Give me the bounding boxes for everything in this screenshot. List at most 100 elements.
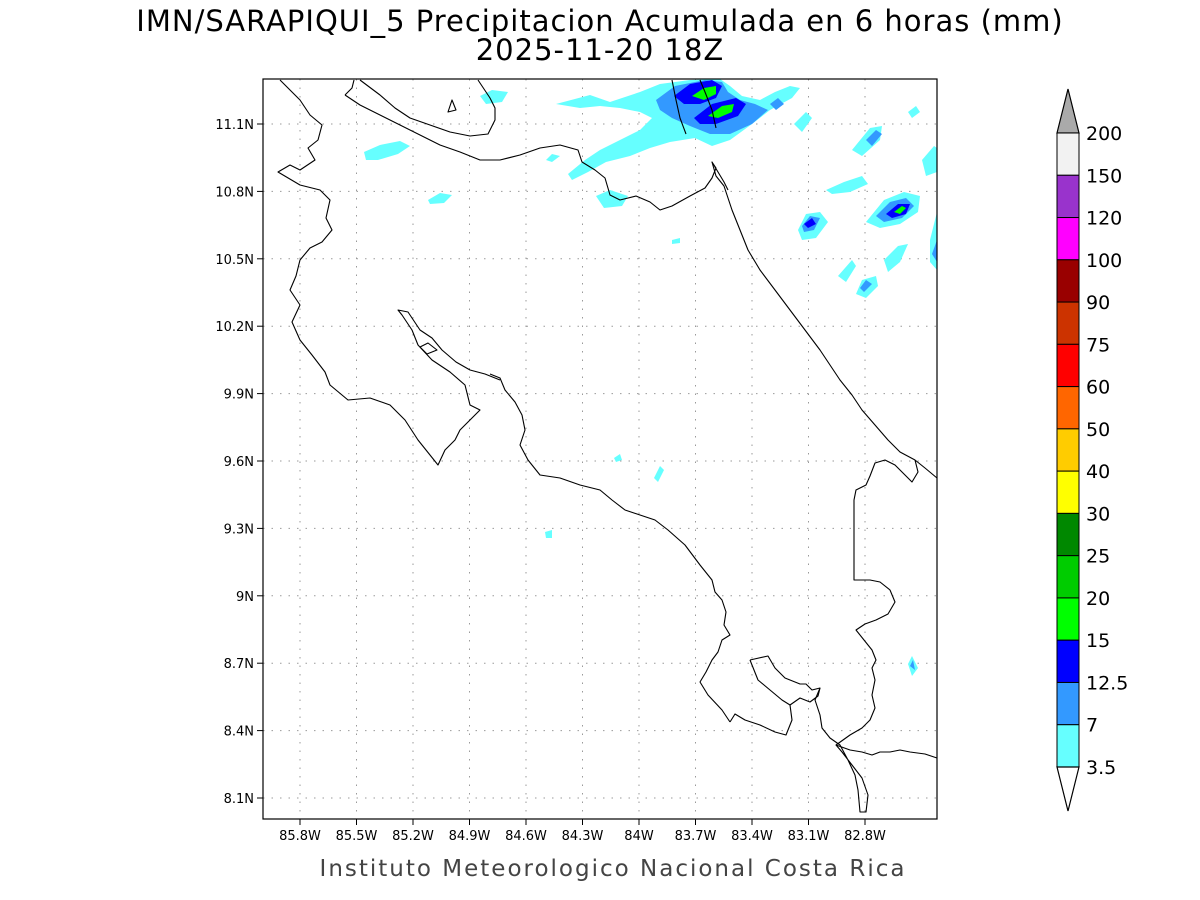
pacific-coastline-south bbox=[489, 373, 731, 723]
precip-green-area bbox=[894, 206, 906, 214]
longitude-tick-label: 84.9W bbox=[449, 829, 491, 844]
colorbar-swatch bbox=[1056, 470, 1080, 514]
nicoya-gulf-island bbox=[419, 342, 438, 355]
figure-title: IMN/SARAPIQUI_5 Precipitacion Acumulada … bbox=[136, 4, 1063, 38]
precip-cyan-area bbox=[596, 190, 628, 208]
precip-cyan-area bbox=[838, 260, 856, 282]
latitude-tick-label: 11.1N bbox=[215, 118, 254, 133]
colorbar-level-label: 60 bbox=[1086, 377, 1110, 399]
colorbar-level-label: 30 bbox=[1086, 503, 1110, 525]
colorbar-level-label: 15 bbox=[1086, 630, 1110, 652]
longitude-tick-label: 84.6W bbox=[505, 829, 547, 844]
colorbar-level-label: 50 bbox=[1086, 419, 1110, 441]
nicaragua-costa-rica-border bbox=[344, 94, 729, 211]
precip-cyan-area bbox=[546, 154, 560, 162]
coastlines-and-borders bbox=[277, 79, 938, 813]
colorbar-swatch bbox=[1056, 132, 1080, 176]
longitude-tick-label: 83.7W bbox=[675, 829, 717, 844]
pacific-coastline-north bbox=[277, 79, 501, 466]
latitude-tick-label: 8.4N bbox=[224, 725, 254, 740]
latitude-tick-label: 8.7N bbox=[224, 657, 254, 672]
burica-coastline bbox=[814, 459, 938, 813]
colorbar-swatch bbox=[1056, 343, 1080, 388]
longitude-tick-label: 85.5W bbox=[336, 829, 378, 844]
precip-cyan-area bbox=[672, 238, 680, 244]
longitude-tick-label: 84W bbox=[624, 829, 654, 844]
latitude-tick-label: 9.9N bbox=[224, 388, 254, 403]
colorbar-level-label: 40 bbox=[1086, 461, 1110, 483]
latitude-tick-label: 10.8N bbox=[215, 185, 254, 200]
precip-cyan-area bbox=[614, 454, 622, 462]
latitude-tick-label: 9N bbox=[236, 590, 254, 605]
colorbar-level-label: 20 bbox=[1086, 588, 1110, 610]
colorbar-swatch bbox=[1056, 259, 1080, 303]
costa-rica-panama-border-south bbox=[835, 744, 938, 759]
colorbar-swatch bbox=[1056, 174, 1080, 219]
precip-blue-area bbox=[804, 218, 816, 228]
colorbar-swatch bbox=[1056, 681, 1080, 726]
colorbar-swatch bbox=[1056, 555, 1080, 599]
precip-light-blue-area bbox=[910, 660, 915, 670]
colorbar-swatch bbox=[1056, 217, 1080, 261]
precip-cyan-area bbox=[654, 466, 664, 482]
colorbar-swatch bbox=[1056, 512, 1080, 557]
colorbar-swatch bbox=[1056, 597, 1080, 641]
latitude-tick-label: 9.6N bbox=[224, 455, 254, 470]
longitude-tick-label: 83.4W bbox=[731, 829, 773, 844]
precip-cyan-area bbox=[545, 530, 552, 538]
colorbar-top-arrow bbox=[1056, 88, 1080, 134]
colorbar-swatch bbox=[1056, 639, 1080, 683]
precipitation-colorbar: 200 150 120 100 90 75 60 50 40 30 25 20 15 12.5 7 3.5 bbox=[1056, 88, 1128, 812]
precip-light-blue-area bbox=[860, 280, 872, 292]
longitude-tick-label: 82.8W bbox=[844, 829, 886, 844]
map-panel: 85.8W 85.5W 85.2W 84.9W 84.6W 84.3W 84W 83.7W 83… bbox=[215, 78, 938, 844]
colorbar-swatch bbox=[1056, 724, 1080, 768]
precipitation-field bbox=[364, 79, 937, 676]
colorbar-level-label: 90 bbox=[1086, 292, 1110, 314]
precip-green-area bbox=[692, 86, 716, 100]
precip-cyan-area bbox=[922, 146, 937, 176]
precip-light-blue-area bbox=[866, 130, 882, 146]
caribbean-coastline bbox=[711, 161, 916, 461]
latitude-tick-label: 8.1N bbox=[224, 792, 254, 807]
precip-cyan-area bbox=[428, 193, 452, 204]
colorbar-level-label: 3.5 bbox=[1086, 757, 1116, 779]
colorbar-level-label: 120 bbox=[1086, 208, 1122, 230]
lake-nicaragua-shore bbox=[359, 79, 496, 137]
precip-cyan-area bbox=[884, 244, 908, 272]
precip-cyan-area bbox=[794, 112, 812, 132]
longitude-tick-label: 85.8W bbox=[279, 829, 321, 844]
colorbar-level-label: 25 bbox=[1086, 546, 1110, 568]
nicaragua-pacific-coast bbox=[344, 79, 355, 96]
colorbar-level-label: 200 bbox=[1086, 123, 1122, 145]
precip-light-blue-area bbox=[770, 98, 784, 110]
latitude-tick-label: 9.3N bbox=[224, 522, 254, 537]
colorbar-level-label: 100 bbox=[1086, 250, 1122, 272]
figure-subtitle-date: 2025-11-20 18Z bbox=[476, 33, 725, 67]
colorbar-level-label: 12.5 bbox=[1086, 672, 1128, 694]
colorbar-swatch bbox=[1056, 428, 1080, 472]
longitude-tick-label: 83.1W bbox=[788, 829, 830, 844]
lake-island bbox=[447, 99, 457, 113]
precip-cyan-area bbox=[826, 176, 868, 194]
precip-cyan-area bbox=[364, 141, 410, 160]
precip-light-blue-area bbox=[932, 240, 937, 262]
longitude-tick-label: 85.2W bbox=[392, 829, 434, 844]
precip-cyan-area bbox=[908, 106, 920, 118]
osa-inner-coast bbox=[749, 659, 791, 706]
latitude-tick-label: 10.5N bbox=[215, 253, 254, 268]
credit-text: Instituto Meteorologico Nacional Costa R… bbox=[320, 856, 907, 882]
longitude-tick-label: 84.3W bbox=[562, 829, 604, 844]
colorbar-swatch bbox=[1056, 301, 1080, 345]
colorbar-level-label: 150 bbox=[1086, 165, 1122, 187]
colorbar-level-label: 7 bbox=[1086, 715, 1098, 737]
colorbar-bottom-arrow bbox=[1056, 766, 1080, 812]
san-juan-river-border bbox=[671, 79, 687, 135]
colorbar-swatch bbox=[1056, 386, 1080, 430]
latitude-axis: 11.1N 10.8N 10.5N 10.2N 9.9N 9.6N 9.3N 9N 8.7N 8.… bbox=[215, 118, 263, 807]
precip-green-area bbox=[708, 104, 734, 118]
latitude-tick-label: 10.2N bbox=[215, 320, 254, 335]
osa-peninsula bbox=[729, 655, 821, 736]
longitude-axis: 85.8W 85.5W 85.2W 84.9W 84.6W 84.3W 84W 83.7W 83… bbox=[279, 819, 886, 844]
